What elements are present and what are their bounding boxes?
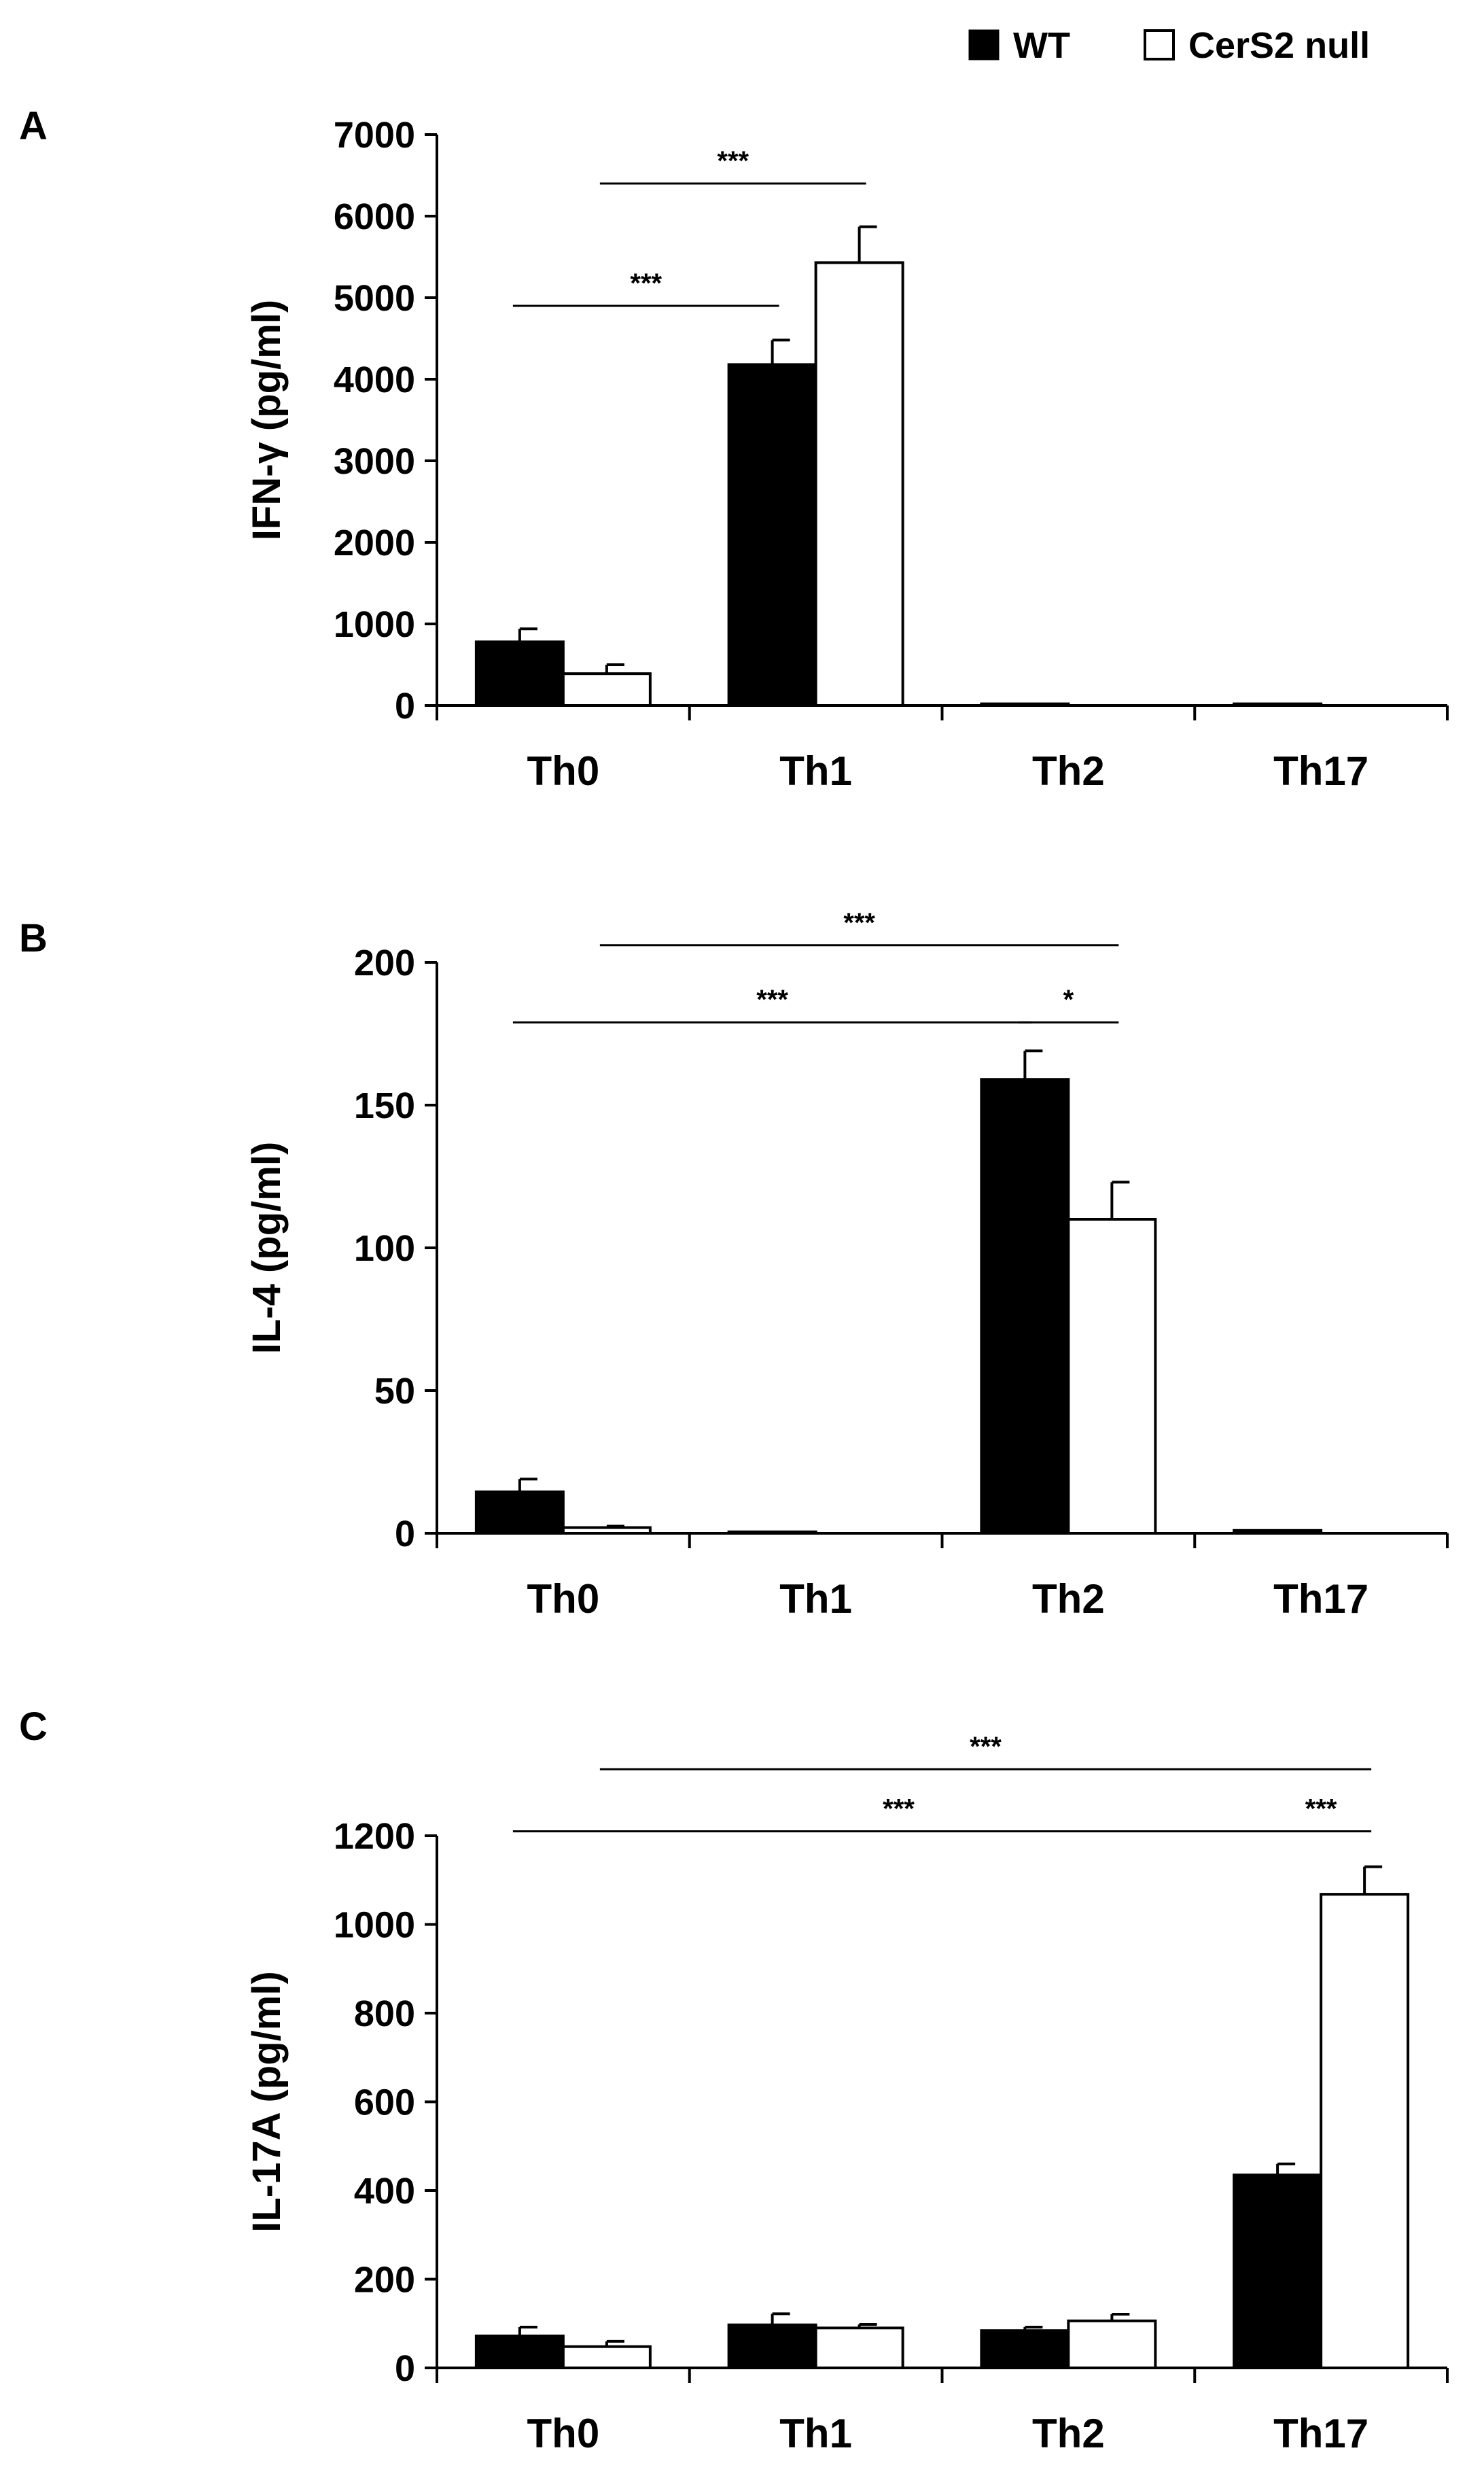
significance-label: * (1063, 985, 1074, 1015)
y-tick-label: 4000 (334, 360, 415, 400)
bar (1320, 1893, 1410, 2369)
y-axis-title: IL-4 (pg/ml) (245, 1142, 289, 1355)
x-category-label: Th0 (527, 748, 600, 794)
x-category-label: Th2 (1032, 2411, 1105, 2456)
panel-letter-c: C (19, 1705, 48, 1749)
bar (1233, 2174, 1323, 2370)
bar (727, 1530, 817, 1535)
significance-label: *** (756, 985, 788, 1015)
legend-swatch-wt (968, 29, 1000, 60)
y-tick-label: 200 (354, 2260, 415, 2301)
x-category-label: Th1 (779, 748, 852, 794)
y-tick-label: 100 (354, 1228, 415, 1269)
bar (980, 2329, 1070, 2369)
y-tick-label: 200 (354, 943, 415, 983)
y-tick-label: 150 (354, 1085, 415, 1126)
x-category-label: Th17 (1273, 2411, 1368, 2456)
significance-label: *** (1305, 1794, 1337, 1823)
significance-label: *** (883, 1794, 915, 1823)
bar (1233, 1529, 1323, 1535)
bar (727, 363, 817, 708)
y-tick-label: 2000 (334, 523, 415, 563)
panel-letter-b: B (19, 916, 48, 960)
x-category-label: Th1 (779, 1576, 852, 1622)
bar (561, 672, 652, 708)
x-category-label: Th0 (527, 1576, 600, 1622)
panel-a: 0 1000 2000 3000 4000 5000 6000 7000 Th0 Th1 Th2 Th… (245, 115, 1449, 794)
bar (561, 1526, 652, 1535)
y-axis-title: IL-17A (pg/ml) (245, 1971, 289, 2233)
y-tick-label: 400 (354, 2171, 415, 2212)
y-tick-label: 1200 (334, 1816, 415, 1857)
bar (1067, 1218, 1157, 1535)
significance-label: *** (717, 146, 749, 176)
bar (814, 2326, 904, 2369)
legend-swatch-cers2-null (1144, 29, 1175, 60)
bar (474, 1490, 565, 1535)
y-tick-label: 50 (374, 1371, 415, 1412)
bar (474, 640, 565, 708)
bar (814, 261, 904, 707)
legend-label-cers2-null: CerS2 null (1188, 25, 1370, 66)
y-tick-label: 7000 (334, 115, 415, 156)
x-category-label: Th2 (1032, 1576, 1105, 1622)
x-category-label: Th17 (1273, 1576, 1368, 1622)
bar (561, 2345, 652, 2369)
y-tick-label: 0 (395, 2348, 415, 2389)
significance-label: *** (970, 1732, 1002, 1762)
y-tick-label: 1000 (334, 604, 415, 645)
y-tick-label: 600 (354, 2082, 415, 2123)
x-category-label: Th0 (527, 2411, 600, 2456)
bar (1067, 2319, 1157, 2369)
significance-label: *** (843, 908, 875, 938)
y-tick-label: 1000 (334, 1905, 415, 1946)
legend: WT CerS2 null (968, 25, 1370, 66)
y-tick-label: 5000 (334, 278, 415, 319)
panel-letter-a: A (19, 104, 48, 148)
significance-label: *** (630, 268, 662, 298)
y-tick-label: 3000 (334, 441, 415, 482)
bar (727, 2323, 817, 2370)
bar (1233, 702, 1323, 707)
y-tick-label: 800 (354, 1993, 415, 2034)
y-tick-label: 0 (395, 1514, 415, 1554)
y-tick-label: 6000 (334, 196, 415, 237)
x-category-label: Th2 (1032, 748, 1105, 794)
panel-c: 0 200 400 600 800 1000 1200 Th0 Th1 Th2 Th17 IL-17A… (245, 1732, 1449, 2456)
y-tick-label: 0 (395, 686, 415, 727)
legend-label-wt: WT (1013, 25, 1070, 66)
x-category-label: Th17 (1273, 748, 1368, 794)
bar (980, 1078, 1070, 1535)
bar (980, 702, 1070, 707)
y-axis-title: IFN-γ (pg/ml) (245, 300, 289, 540)
x-category-label: Th1 (779, 2411, 852, 2456)
bar (474, 2335, 565, 2370)
